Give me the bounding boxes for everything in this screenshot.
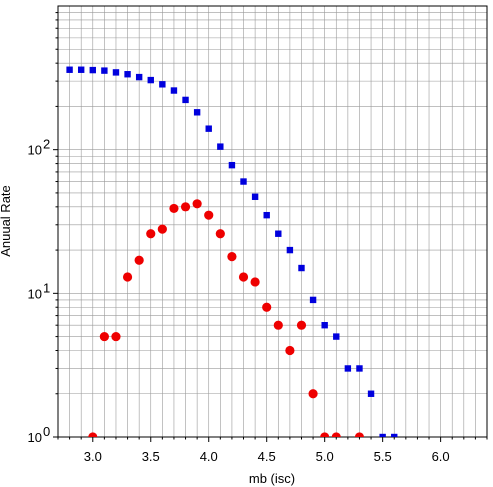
circle-marker: [180, 202, 191, 212]
square-marker: [217, 143, 224, 150]
series-circle: [88, 199, 365, 437]
x-tick-label: 3.5: [142, 449, 160, 464]
square-marker: [89, 66, 96, 74]
square-marker: [356, 365, 363, 372]
circle-marker: [238, 272, 249, 282]
grid: [57, 6, 488, 438]
circle-marker: [88, 432, 98, 437]
circle-marker: [215, 229, 225, 239]
square-marker: [147, 76, 154, 84]
square-marker: [309, 296, 317, 304]
y-tick-label: 10: [28, 143, 42, 158]
square-marker: [159, 81, 166, 88]
square-marker: [193, 109, 201, 116]
y-tick-exponent: 0: [43, 424, 50, 439]
circle-marker: [192, 199, 202, 209]
square-marker: [367, 390, 375, 397]
square-marker: [77, 66, 85, 73]
x-tick-label: 3.0: [84, 449, 102, 464]
circle-marker: [308, 389, 318, 399]
circle-marker: [111, 331, 121, 342]
circle-marker: [134, 255, 144, 265]
circle-marker: [227, 252, 237, 262]
y-tick-exponent: 2: [43, 137, 50, 152]
y-tick-label: 10: [28, 430, 42, 445]
square-marker: [251, 193, 259, 200]
square-marker: [170, 87, 178, 94]
circle-marker: [157, 224, 167, 234]
y-tick-exponent: 1: [43, 280, 50, 295]
square-marker: [275, 230, 282, 237]
circle-marker: [204, 210, 214, 220]
square-marker: [112, 69, 120, 76]
x-tick-label: 5.0: [316, 449, 334, 464]
circle-marker: [146, 229, 156, 239]
x-tick-labels: 3.0 3.5 4.0 4.5 5.0 5.5 6.0: [84, 449, 450, 464]
square-marker: [263, 211, 270, 219]
x-tick-label: 4.0: [200, 449, 218, 464]
square-marker: [228, 161, 236, 169]
circle-marker: [285, 345, 295, 356]
circle-marker: [250, 277, 260, 287]
circle-marker: [169, 203, 179, 214]
circle-marker: [331, 432, 341, 437]
square-marker: [286, 246, 294, 254]
x-tick-label: 5.5: [374, 449, 392, 464]
x-tick-label: 6.0: [432, 449, 450, 464]
circle-marker: [262, 302, 272, 312]
x-tick-label: 4.5: [258, 449, 276, 464]
square-marker: [182, 96, 189, 104]
plot-frame: [57, 5, 488, 438]
square-marker: [240, 178, 247, 185]
circle-marker: [99, 331, 109, 342]
axis-ticks: [53, 12, 488, 442]
circle-marker: [296, 320, 307, 330]
square-marker: [298, 264, 305, 272]
square-marker: [321, 322, 328, 329]
series-layer: [66, 66, 398, 437]
square-marker: [379, 433, 386, 437]
square-marker: [66, 66, 73, 73]
square-marker: [391, 433, 398, 437]
y-axis-label: Anuual Rate: [0, 185, 13, 257]
square-marker: [135, 73, 143, 81]
circle-marker: [354, 432, 365, 437]
x-axis-label: mb (isc): [249, 471, 295, 486]
square-marker: [333, 333, 340, 340]
circle-marker: [122, 272, 133, 282]
square-marker: [205, 125, 212, 132]
circle-marker: [273, 320, 283, 330]
y-tick-label: 10: [28, 286, 42, 301]
square-marker: [344, 365, 352, 372]
square-marker: [124, 71, 131, 78]
series-square: [66, 66, 398, 437]
square-marker: [101, 67, 108, 74]
circle-marker: [320, 432, 330, 437]
